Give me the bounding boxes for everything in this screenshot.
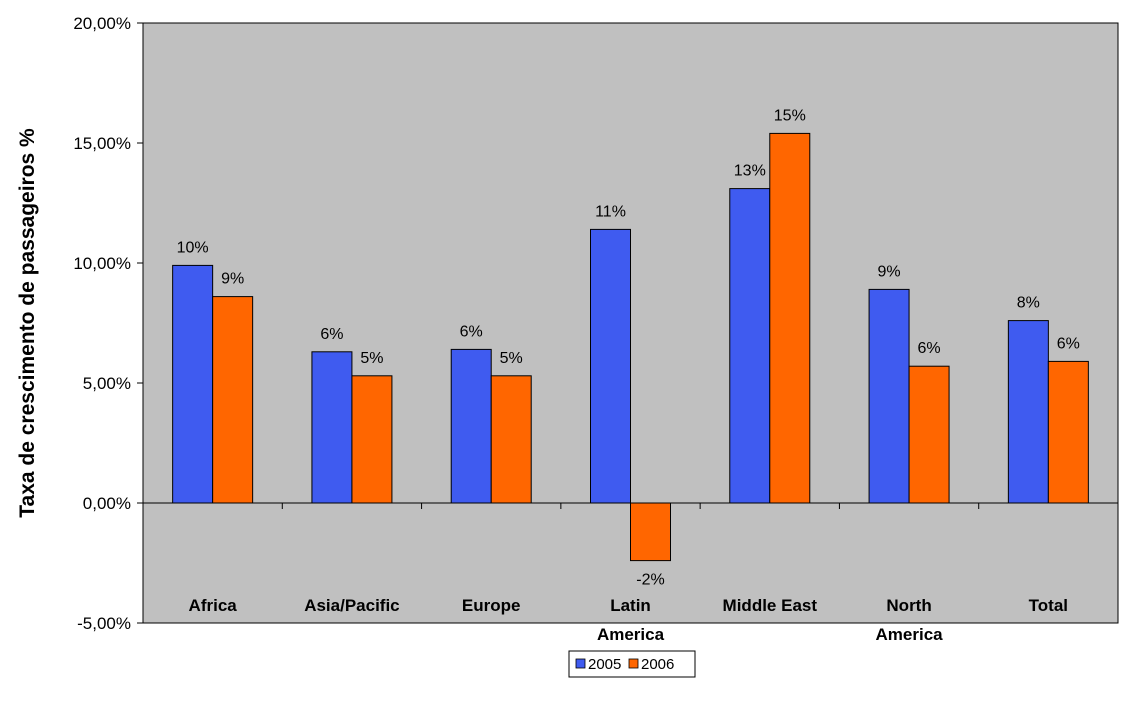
y-tick-label-2: 5,00% [83, 374, 131, 393]
data-labels-group: 10% 9% 6% 5% 6% 5% 11% -2% 13% 15% 9% 6% 8% 6% [177, 107, 1080, 588]
bar-2005-6 [1007, 320, 1049, 504]
bar-2006-5 [908, 365, 950, 504]
legend-box [568, 650, 696, 678]
data-label-2006-5: 6% [918, 340, 941, 357]
category-label-6-0: Total [1029, 596, 1068, 615]
data-label-2005-2: 6% [460, 323, 483, 340]
data-label-2005-5: 9% [878, 263, 901, 280]
bar-2006-1 [351, 375, 393, 504]
category-label-0-0: Africa [189, 596, 238, 615]
data-label-2006-2: 5% [500, 350, 523, 367]
bar-2005-2 [450, 348, 492, 504]
data-label-2005-6: 8% [1017, 295, 1040, 312]
bar-2006-2 [490, 375, 532, 504]
bar-2006-0 [212, 296, 254, 504]
legend-swatch-2006 [628, 658, 639, 669]
legend-label-2005: 2005 [588, 656, 621, 673]
data-label-2006-4: 15% [774, 107, 806, 124]
bar-2006-6 [1047, 360, 1089, 504]
bar-2005-0 [172, 264, 214, 504]
bar-2005-3 [590, 228, 631, 504]
legend: 2005 2006 [568, 650, 696, 678]
data-label-2006-1: 5% [360, 350, 383, 367]
y-tick-label-1: 0,00% [83, 494, 131, 513]
legend-swatch-2005 [575, 658, 586, 669]
data-label-2006-3: -2% [636, 572, 664, 589]
y-tick-label-3: 10,00% [73, 254, 131, 273]
x-axis [143, 502, 1118, 509]
data-label-2005-3: 11% [595, 203, 626, 220]
category-labels-group: Africa Asia/Pacific Europe Latin America Midd… [189, 596, 1068, 644]
category-label-3-1: America [597, 625, 665, 644]
data-label-2005-0: 10% [177, 239, 209, 256]
category-label-1-0: Asia/Pacific [304, 596, 399, 615]
bar-2005-1 [311, 351, 353, 504]
y-tick-label-0: -5,00% [77, 614, 131, 633]
bars-group [172, 132, 1089, 562]
y-axis-title: Taxa de crescimento de passageiros % [16, 128, 39, 518]
y-tick-label-5: 20,00% [73, 14, 131, 33]
bar-2006-3 [630, 502, 671, 562]
data-label-2006-0: 9% [221, 271, 244, 288]
legend-label-2006: 2006 [641, 656, 674, 673]
y-axis: -5,00% 0,00% 5,00% 10,00% 15,00% 20,00% [73, 14, 143, 633]
category-label-2-0: Europe [462, 596, 521, 615]
category-label-3-0: Latin [610, 596, 651, 615]
data-label-2006-6: 6% [1057, 335, 1080, 352]
y-tick-label-4: 15,00% [73, 134, 131, 153]
category-label-5-1: America [876, 625, 944, 644]
bar-2005-5 [868, 288, 910, 504]
bar-2006-4 [769, 132, 811, 504]
data-label-2005-1: 6% [320, 326, 343, 343]
data-label-2005-4: 13% [734, 163, 766, 180]
category-label-5-0: North [886, 596, 931, 615]
bar-2005-4 [729, 188, 771, 504]
category-label-4-0: Middle East [723, 596, 818, 615]
